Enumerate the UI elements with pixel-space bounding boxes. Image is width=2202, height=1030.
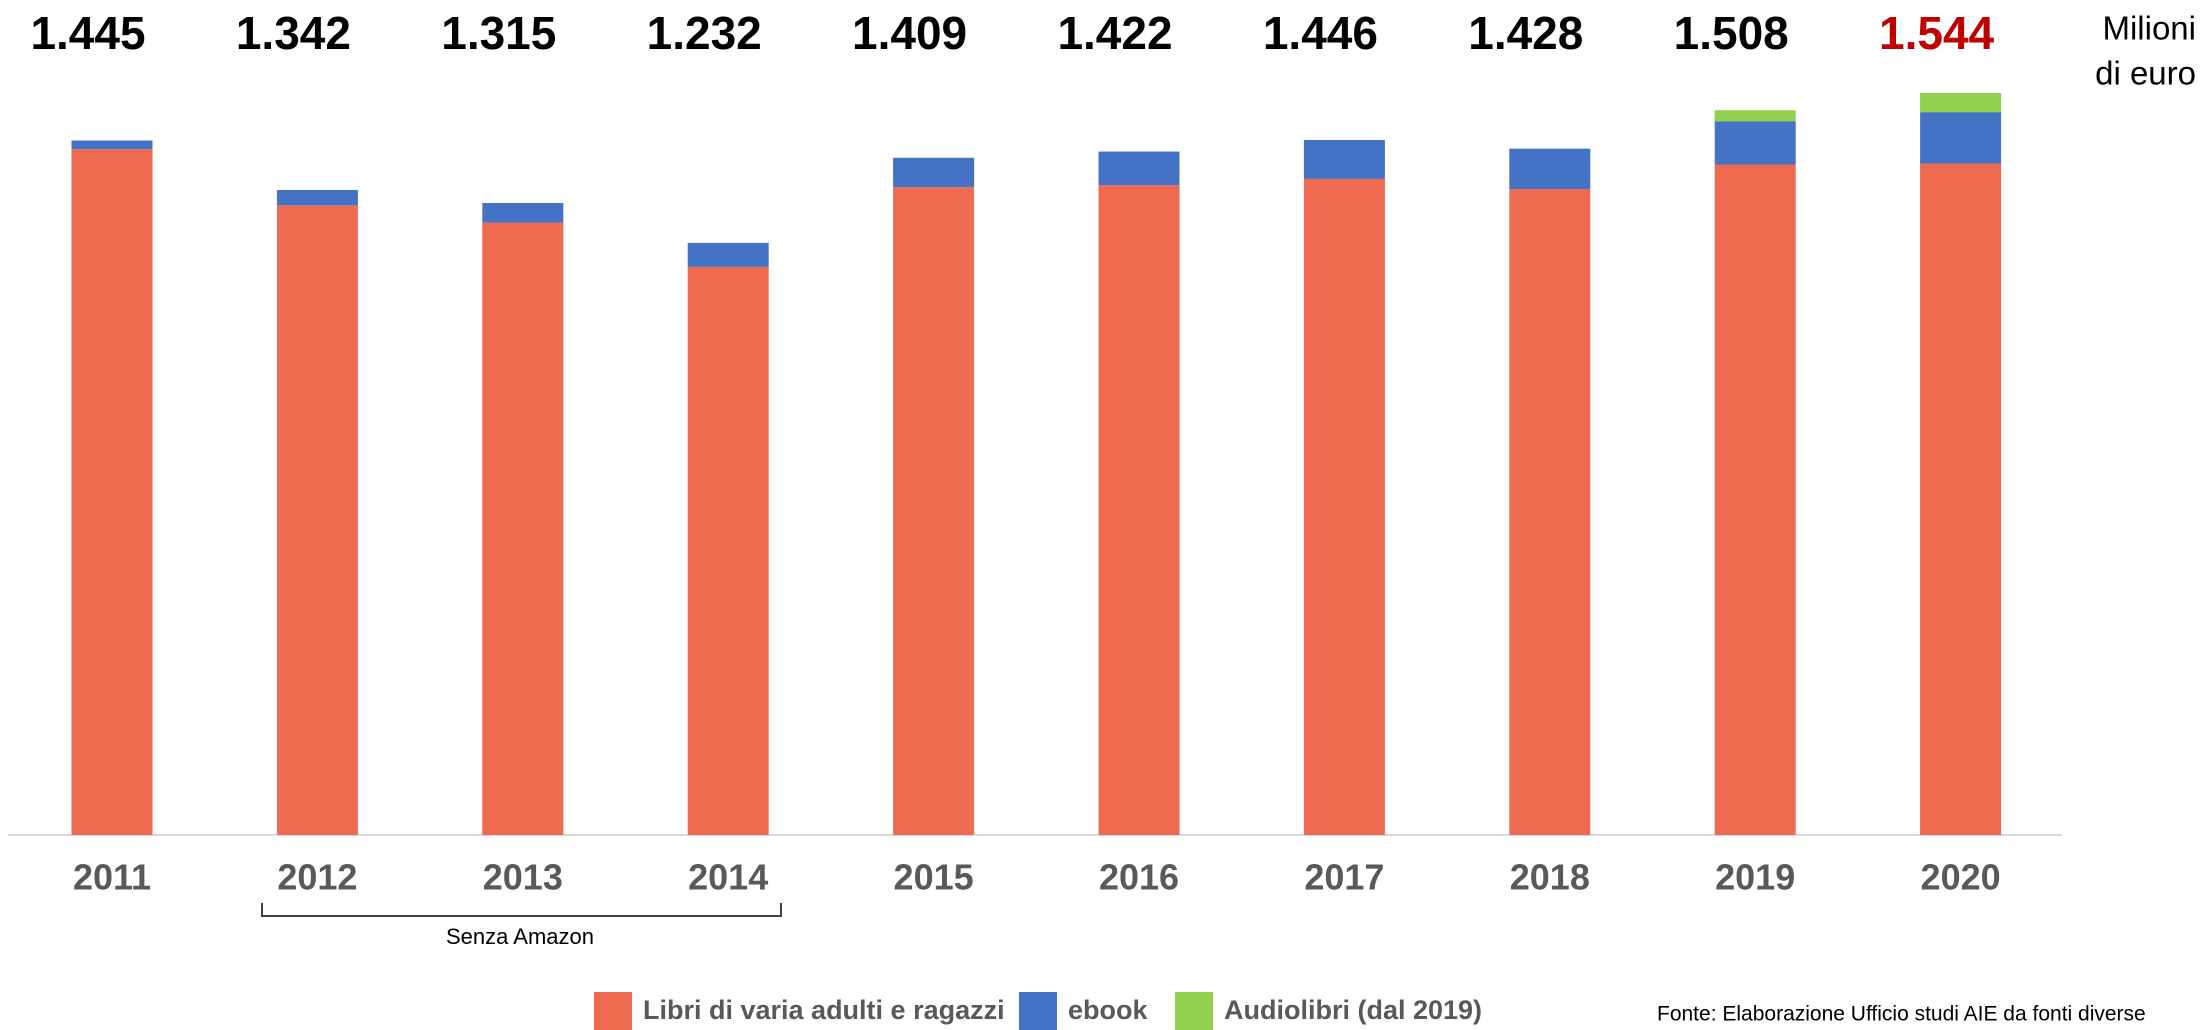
bar-segment [687, 266, 769, 835]
bar-segment [1509, 189, 1591, 836]
bar-segment [276, 205, 358, 836]
legend-swatch [594, 992, 632, 1030]
total-label: 1.445 [30, 7, 145, 59]
x-tick-label: 2018 [1510, 857, 1590, 898]
bar-segment [276, 190, 358, 206]
x-tick-label: 2011 [73, 857, 151, 898]
annotation: Senza Amazon [446, 924, 594, 949]
bar-segment [1098, 151, 1180, 186]
legend-label: Audiolibri (dal 2019) [1224, 995, 1482, 1025]
x-tick-label: 2012 [277, 857, 357, 898]
x-tick-label: 2013 [483, 857, 563, 898]
total-label: 1.544 [1879, 7, 1995, 59]
x-tick-label: 2014 [688, 857, 768, 898]
bar-segment [893, 187, 975, 835]
bar-segment [1714, 110, 1796, 122]
bar-segment [1098, 185, 1180, 835]
source: Fonte: Elaborazione Ufficio studi AIE da… [1657, 1003, 2146, 1026]
unit-label: di euro [2095, 55, 2196, 92]
total-label: 1.422 [1057, 7, 1172, 59]
total-label: 1.342 [236, 7, 351, 59]
bar-segment [1920, 112, 2002, 164]
bar-segment [1920, 92, 2002, 113]
x-tick-label: 2016 [1099, 857, 1179, 898]
bar-segment [893, 157, 975, 188]
bracket [261, 903, 782, 917]
total-label: 1.508 [1674, 7, 1789, 59]
bar-segment [687, 242, 769, 267]
legend-swatch [1175, 992, 1213, 1030]
bar-segment [482, 202, 564, 223]
bar-segment [1714, 164, 1796, 835]
x-tick-label: 2015 [894, 857, 974, 898]
x-tick-label: 2019 [1715, 857, 1795, 898]
bar-segment [71, 140, 153, 150]
x-tick-label: 2017 [1304, 857, 1384, 898]
total-label: 1.232 [647, 7, 762, 59]
legend-label: Libri di varia adulti e ragazzi [643, 995, 1005, 1025]
x-tick-label: 2020 [1921, 857, 2001, 898]
legend-swatch [1019, 992, 1057, 1030]
bar-segment [71, 149, 153, 835]
total-label: 1.428 [1468, 7, 1583, 59]
bar-segment [1714, 121, 1796, 165]
bar-segment [1303, 178, 1385, 835]
bar-segment [482, 222, 564, 836]
unit-label: Milioni [2102, 10, 2196, 47]
total-label: 1.409 [852, 7, 967, 59]
bar-segment [1303, 140, 1385, 179]
total-label: 1.446 [1263, 7, 1378, 59]
bar-segment [1920, 163, 2002, 835]
legend-label: ebook [1068, 995, 1148, 1025]
bar-segment [1509, 148, 1591, 190]
total-label: 1.315 [441, 7, 556, 59]
